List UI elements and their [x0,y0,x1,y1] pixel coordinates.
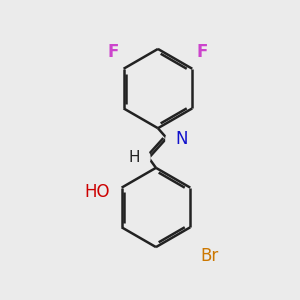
Circle shape [192,42,212,62]
Circle shape [191,246,211,266]
Circle shape [166,129,186,149]
Circle shape [100,182,119,202]
Text: H: H [129,150,140,165]
Circle shape [103,42,123,62]
Text: F: F [196,43,208,61]
Text: N: N [176,130,188,148]
Text: F: F [108,43,119,61]
Text: HO: HO [84,183,110,201]
Circle shape [130,148,150,168]
Text: Br: Br [201,247,219,265]
